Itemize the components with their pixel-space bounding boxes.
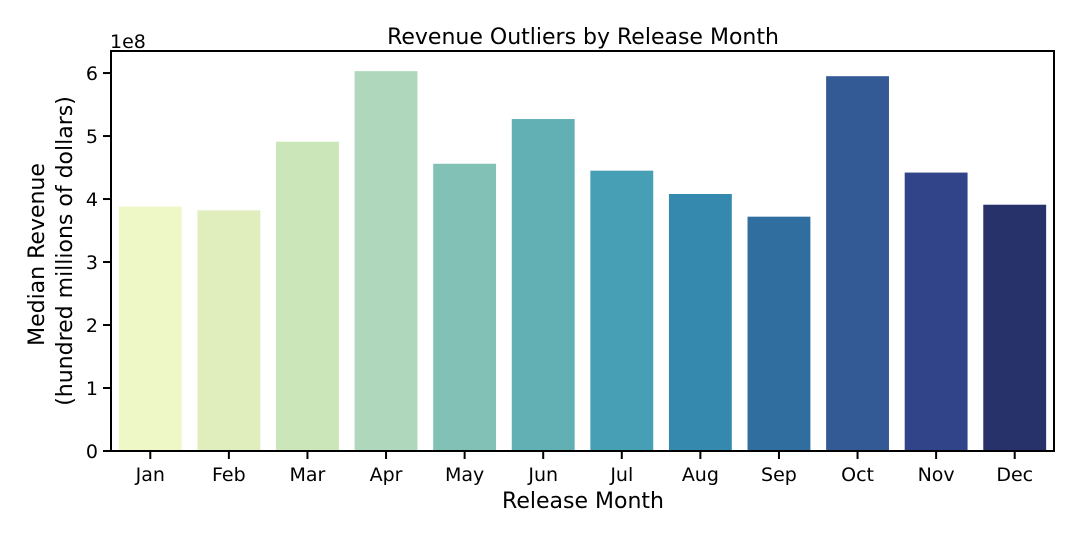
y-axis-title-line-2: (hundred millions of dollars) (53, 96, 78, 406)
x-tick-label: Jul (609, 464, 633, 486)
y-tick-label: 3 (86, 252, 98, 274)
x-tick-label: Feb (212, 464, 246, 486)
bar-oct (826, 76, 889, 452)
bars-group (118, 71, 1047, 452)
bar-sep (747, 216, 811, 451)
chart-title: Revenue Outliers by Release Month (387, 25, 779, 50)
x-tick-label: Jun (527, 464, 558, 486)
bar-dec (983, 204, 1047, 451)
x-tick-label: Sep (761, 464, 797, 486)
x-tick-label: Apr (370, 464, 403, 486)
x-axis-title: Release Month (502, 489, 664, 514)
y-axis-title-line-1: Median Revenue (25, 163, 50, 346)
y-tick-label: 2 (86, 315, 98, 337)
x-tick-label: Oct (841, 464, 874, 486)
y-tick-label: 4 (86, 189, 98, 211)
y-tick-label: 1 (86, 378, 98, 400)
bar-jul (590, 170, 654, 451)
x-tick-label: Nov (918, 464, 955, 486)
x-tick-label: Aug (682, 464, 719, 486)
y-tick-label: 0 (86, 441, 98, 463)
bar-jan (118, 206, 182, 451)
y-tick-label: 6 (86, 63, 98, 85)
bar-apr (354, 71, 418, 452)
y-axis-title: Median Revenue (hundred millions of doll… (25, 96, 78, 406)
x-tick-label: Dec (996, 464, 1033, 486)
bar-aug (668, 193, 732, 451)
y-tick-label: 5 (86, 126, 98, 148)
bar-may (433, 163, 497, 451)
y-axis-ticks: 0 1 2 3 4 5 6 (86, 63, 111, 463)
x-axis-ticks: Jan Feb Mar Apr May Jun Jul Aug Sep Oct Nov Dec (135, 451, 1033, 486)
y-axis-offset-label: 1e8 (110, 31, 146, 53)
bar-jun (511, 119, 575, 451)
bar-mar (276, 141, 339, 451)
plot-frame (110, 50, 1055, 452)
bar-feb (197, 210, 261, 451)
x-tick-label: Jan (135, 464, 165, 486)
bar-nov (904, 172, 968, 451)
x-tick-label: May (445, 464, 484, 486)
x-tick-label: Mar (290, 464, 326, 486)
